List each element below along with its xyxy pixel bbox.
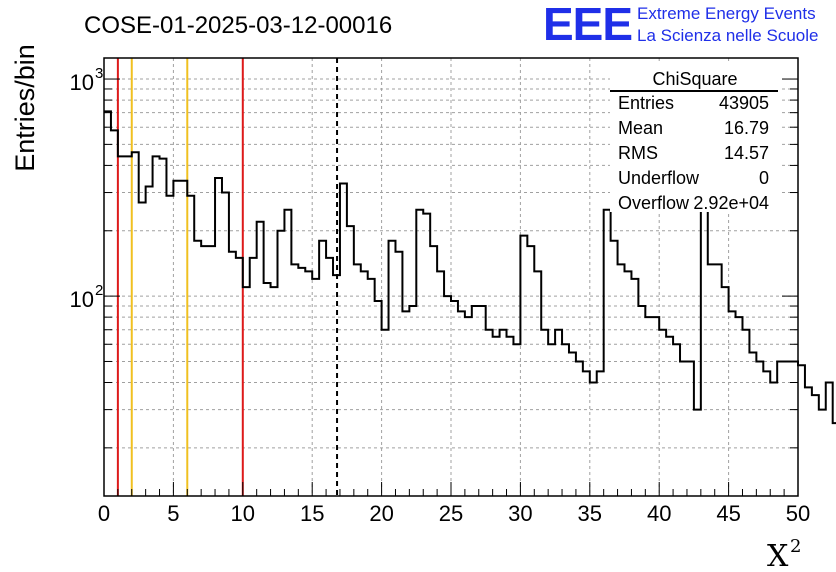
x-tick-label: 40 bbox=[647, 501, 671, 526]
stats-row-value: 16.79 bbox=[724, 118, 769, 138]
x-tick-label: 35 bbox=[578, 501, 602, 526]
eee-logo: EEE Extreme Energy Events La Scienza nel… bbox=[543, 0, 818, 50]
stats-title: ChiSquare bbox=[652, 69, 737, 89]
stats-row-label: Mean bbox=[618, 118, 663, 138]
stats-row-value: 14.57 bbox=[724, 143, 769, 163]
histogram-series bbox=[104, 110, 836, 425]
x-tick-label: 10 bbox=[231, 501, 255, 526]
x-tick-label: 15 bbox=[300, 501, 324, 526]
y-tick-label-exponent: 2 bbox=[95, 282, 103, 299]
x-tick-label: 25 bbox=[439, 501, 463, 526]
stats-box-background bbox=[610, 64, 780, 212]
y-tick-label: 10 bbox=[70, 287, 94, 312]
x-tick-label: 45 bbox=[716, 501, 740, 526]
x-tick-label: 0 bbox=[98, 501, 110, 526]
x-axis-label-base: X bbox=[767, 539, 789, 572]
overlay-lines bbox=[116, 58, 339, 496]
stats-row-value: 43905 bbox=[719, 93, 769, 113]
stats-row-value: 2.92e+04 bbox=[693, 193, 769, 213]
logo-line-1: Extreme Energy Events bbox=[637, 4, 816, 23]
axes bbox=[103, 57, 799, 497]
x-tick-label: 50 bbox=[786, 501, 810, 526]
stats-row-label: Underflow bbox=[618, 168, 700, 188]
stats-row-label: Entries bbox=[618, 93, 674, 113]
stats-rows: Entries 43905 Mean 16.79 RMS 14.57 Underflow 0 O… bbox=[618, 93, 769, 213]
stats-row-value: 0 bbox=[759, 168, 769, 188]
x-axis-label-superscript: 2 bbox=[790, 536, 801, 557]
stats-row-label: Overflow bbox=[618, 193, 690, 213]
x-tick-label: 30 bbox=[508, 501, 532, 526]
x-tick-label: 5 bbox=[167, 501, 179, 526]
y-tick-label: 10 bbox=[70, 70, 94, 95]
y-tick-label-exponent: 3 bbox=[95, 65, 103, 82]
x-tick-labels: 0 5 10 15 20 25 30 35 40 45 50 bbox=[98, 501, 810, 526]
stats-row-label: RMS bbox=[618, 143, 658, 163]
x-tick-label: 20 bbox=[369, 501, 393, 526]
chart-title: COSE-01-2025-03-12-00016 bbox=[84, 12, 392, 39]
y-axis-label: Entries/bin bbox=[10, 44, 40, 172]
logo-line-2: La Scienza nelle Scuole bbox=[637, 26, 818, 45]
x-axis-label: X 2 bbox=[767, 536, 801, 572]
eee-logo-text: EEE bbox=[543, 0, 632, 50]
stats-box: ChiSquare Entries 43905 Mean 16.79 RMS 14.57 U… bbox=[610, 64, 780, 213]
